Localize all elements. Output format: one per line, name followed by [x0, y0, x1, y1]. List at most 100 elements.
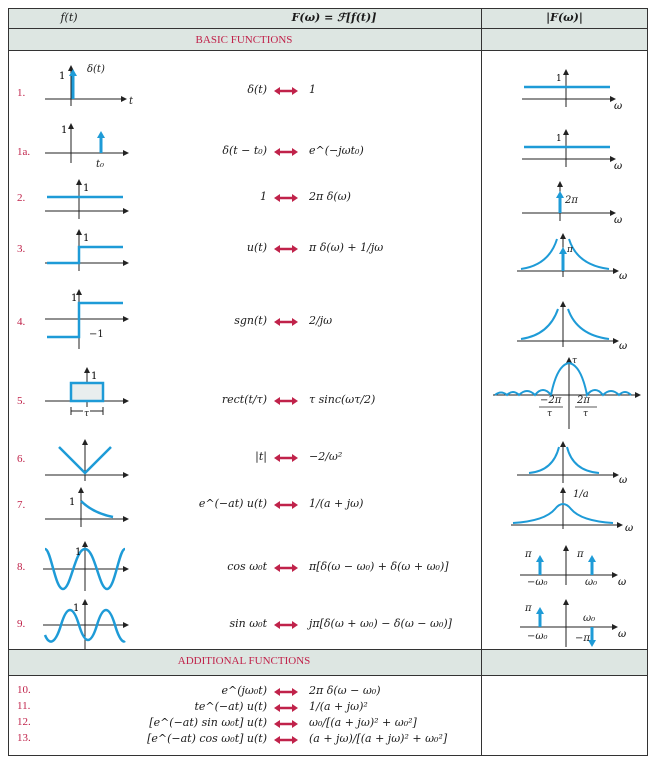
time-function: δ(t − t₀) — [222, 144, 267, 157]
header-ft: f(t) — [60, 11, 78, 24]
time-function: rect(t/τ) — [221, 393, 267, 406]
freq-function: 2π δ(ω) — [309, 190, 351, 203]
row-number: 10. — [17, 684, 31, 696]
delta-label: δ(t) — [87, 64, 105, 75]
svg-text:1: 1 — [91, 371, 97, 382]
magnitude-plot-flat: 1 ω — [522, 129, 622, 169]
tau-denominator-left: τ — [547, 409, 552, 419]
svg-text:1: 1 — [83, 183, 89, 194]
transform-arrow — [274, 720, 298, 728]
transform-arrow — [274, 688, 298, 696]
time-function: e^(jω₀t) — [221, 684, 267, 697]
time-function: 1 — [260, 190, 267, 203]
time-plot-rect: 1 — [45, 367, 129, 415]
transform-arrow — [274, 564, 298, 572]
transform-arrow — [274, 704, 298, 712]
time-function: sgn(t) — [234, 314, 267, 327]
tau-denominator-right: τ — [583, 409, 588, 419]
w0-label: ω₀ — [583, 613, 596, 624]
svg-text:1: 1 — [83, 233, 89, 244]
magnitude-plot-flat: 1 ω — [522, 69, 622, 109]
row-number: 7. — [17, 499, 26, 511]
fourier-transform-table: f(t) F(ω) = ℱ[f(t)] |F(ω)| BASIC FUNCTIO… — [8, 8, 648, 756]
magnitude-plot-sine: ω — [520, 599, 626, 647]
time-plot-signum: 1 — [45, 289, 129, 349]
time-function: δ(t) — [247, 83, 267, 96]
tau-peak-label: τ — [572, 356, 577, 366]
row-number: 4. — [17, 316, 26, 328]
row-number: 9. — [17, 618, 26, 630]
row-number: 3. — [17, 243, 26, 255]
row-number: 2. — [17, 192, 26, 204]
time-plot-cosine: 1 — [43, 541, 129, 591]
row-number: 1. — [17, 87, 26, 99]
time-plot-abs — [45, 439, 129, 481]
mag-label: π — [567, 245, 573, 255]
freq-function: jπ[δ(ω + ω₀) − δ(ω − ω₀)] — [309, 617, 452, 630]
magnitude-plot-sinc — [493, 357, 641, 429]
basic-functions-title: BASIC FUNCTIONS — [195, 34, 293, 46]
freq-function: 1/(a + jω)² — [309, 700, 368, 713]
additional-divider — [9, 675, 647, 676]
transform-arrow — [274, 397, 298, 405]
transform-arrow — [274, 148, 298, 156]
row-number: 6. — [17, 453, 26, 465]
time-plot-constant: 1 — [45, 179, 129, 219]
neg-w0-label: −ω₀ — [527, 577, 548, 588]
svg-text:ω: ω — [614, 215, 622, 223]
pos-2pi-label: 2π — [577, 395, 590, 406]
svg-text:ω: ω — [614, 161, 622, 169]
header-background — [9, 9, 647, 28]
time-plot-delta: 1 — [45, 65, 127, 106]
time-function: sin ω₀t — [229, 617, 267, 630]
freq-function: (a + jω)/[(a + jω)² + ω₀²] — [309, 732, 448, 745]
time-plot-shifted-delta: 1 — [45, 123, 129, 163]
freq-function: −2/ω² — [309, 450, 343, 463]
magnitude-plot-step-spectrum: ω — [517, 233, 627, 279]
time-plot-sine: 1 — [43, 599, 129, 649]
time-function: e^(−at) u(t) — [198, 497, 267, 510]
neg-pi-label: −π — [575, 633, 590, 644]
freq-function: ω₀/[(a + jω)² + ω₀²] — [309, 716, 417, 729]
svg-text:1: 1 — [61, 125, 67, 136]
t-axis-label: t — [129, 96, 134, 107]
row-number: 8. — [17, 561, 26, 573]
magnitude-plot-cosine: ω — [520, 545, 626, 588]
mag-label: 2π — [565, 195, 578, 206]
svg-text:1: 1 — [59, 71, 65, 82]
pi-label-right: π — [577, 549, 584, 560]
svg-text:1: 1 — [71, 293, 77, 304]
additional-section-background — [9, 649, 647, 675]
freq-function: 1/(a + jω) — [309, 497, 364, 510]
transform-arrow — [274, 454, 298, 462]
time-function: cos ω₀t — [227, 560, 267, 573]
section-divider — [9, 50, 647, 51]
svg-text:ω: ω — [625, 523, 633, 531]
time-plot-step: 1 — [45, 229, 129, 271]
transform-arrow — [274, 245, 298, 253]
neg-2pi-label: −2π — [540, 395, 562, 406]
neg-w0-label: −ω₀ — [527, 631, 548, 642]
row-number: 12. — [17, 716, 31, 728]
transform-arrow — [274, 621, 298, 629]
transform-arrow — [274, 318, 298, 326]
svg-text:1: 1 — [75, 547, 81, 558]
svg-text:ω: ω — [618, 577, 626, 588]
transform-arrow — [274, 194, 298, 202]
transform-arrow — [274, 501, 298, 509]
tau-label: τ — [83, 409, 90, 419]
header-fw: F(ω) = ℱ[f(t)] — [291, 11, 377, 24]
header-divider — [9, 28, 647, 29]
svg-text:ω: ω — [618, 629, 626, 640]
freq-function: 2/jω — [309, 314, 333, 327]
row-number: 1a. — [17, 146, 31, 158]
svg-text:1: 1 — [73, 603, 79, 614]
basic-section-background — [9, 28, 647, 50]
time-function: u(t) — [246, 241, 267, 254]
mag-label: 1/a — [573, 489, 589, 500]
svg-text:ω: ω — [619, 271, 627, 279]
freq-function: 2π δ(ω − ω₀) — [309, 684, 381, 697]
freq-function: τ sinc(ωτ/2) — [309, 393, 376, 406]
svg-text:ω: ω — [619, 341, 627, 349]
header-magnitude: |F(ω)| — [546, 11, 583, 24]
